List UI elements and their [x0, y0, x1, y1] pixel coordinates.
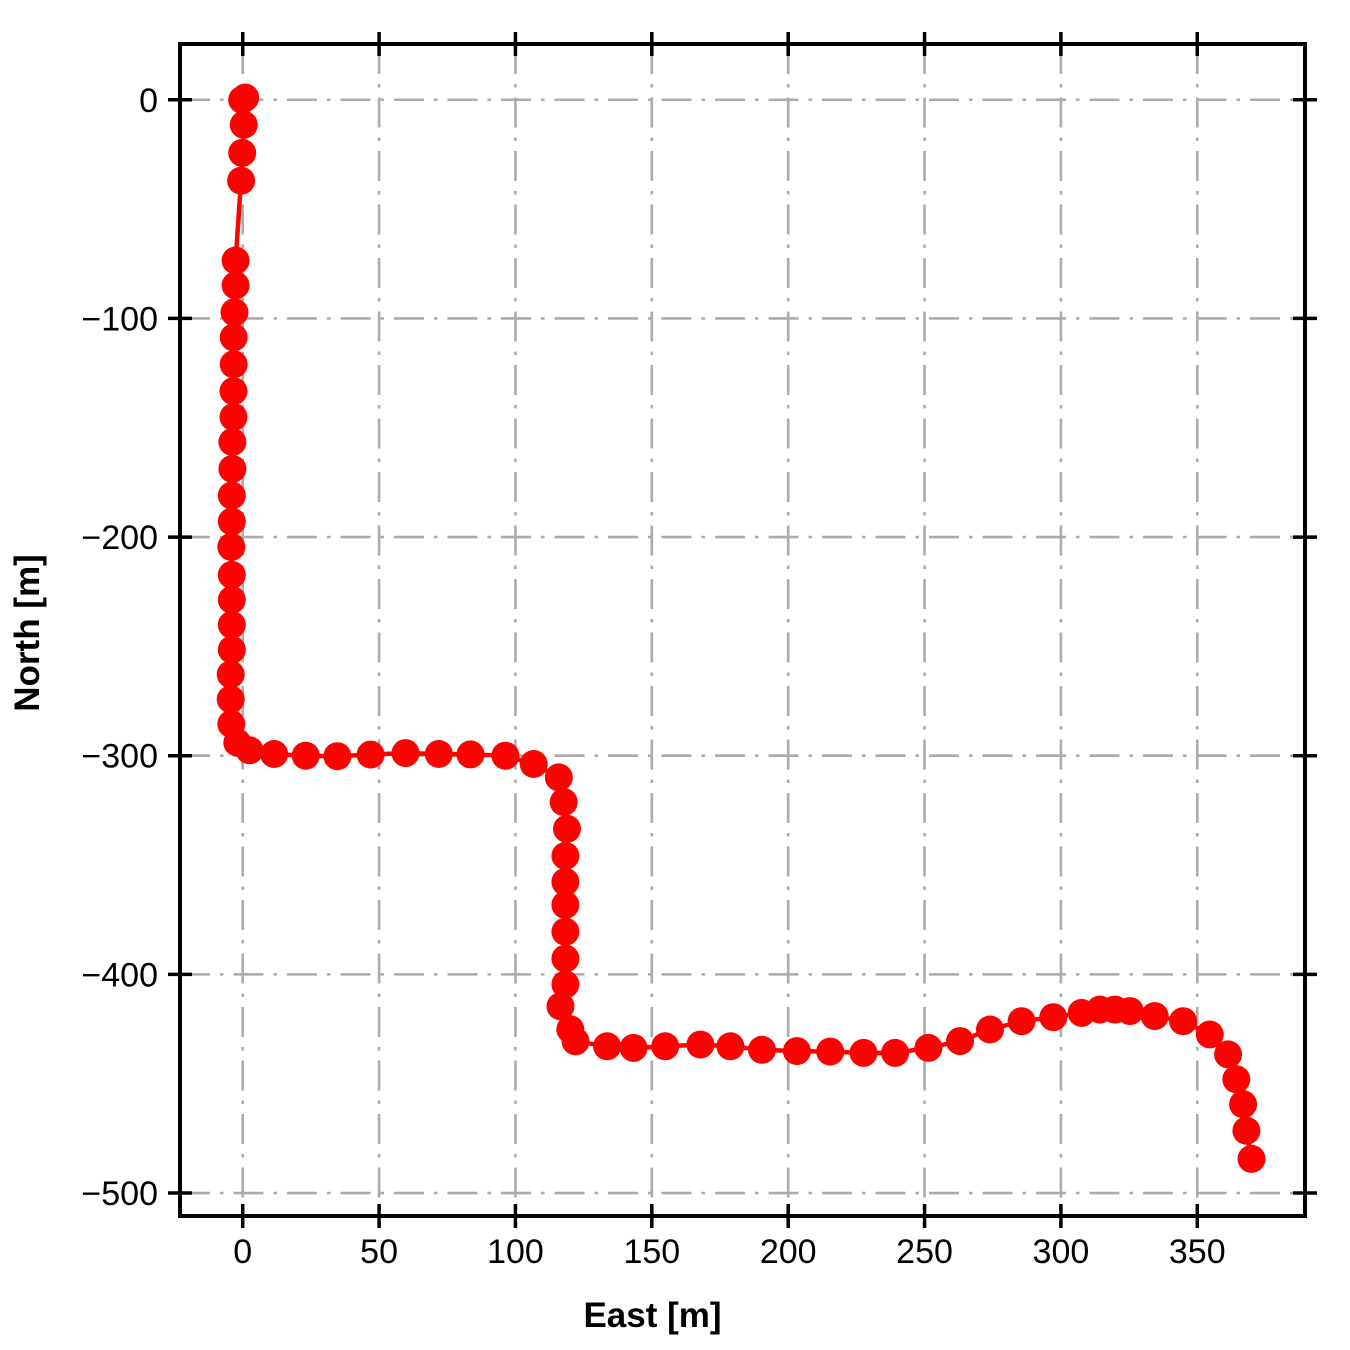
data-point-marker [1229, 1090, 1258, 1119]
data-point-marker [1237, 1144, 1266, 1173]
data-point-marker [748, 1035, 776, 1064]
data-point-marker [1222, 1065, 1251, 1094]
data-point-marker [551, 867, 580, 896]
data-point-marker [323, 742, 352, 771]
data-point-marker [1195, 1020, 1224, 1049]
data-point-marker [456, 740, 485, 769]
data-point-marker [216, 660, 245, 689]
data-point-marker [551, 841, 580, 870]
data-point-marker [1115, 997, 1144, 1026]
data-point-marker [551, 944, 580, 973]
y-tick-label: −100 [81, 300, 158, 338]
data-point-marker [217, 610, 246, 639]
data-point-marker [235, 736, 264, 765]
data-point-marker [1039, 1003, 1068, 1032]
data-point-marker [219, 377, 248, 406]
data-point-marker [217, 585, 246, 614]
data-point-marker [1007, 1007, 1036, 1036]
data-point-marker [221, 246, 250, 275]
data-point-marker [782, 1037, 811, 1066]
y-tick-label: −300 [81, 738, 158, 776]
data-point-marker [651, 1032, 680, 1061]
x-tick-label: 150 [623, 1233, 680, 1271]
data-point-marker [219, 323, 248, 352]
x-tick-label: 300 [1033, 1233, 1090, 1271]
data-point-marker [227, 166, 256, 195]
y-tick-labels: 0 −100 −200 −300 −400 −500 [81, 82, 158, 1213]
data-point-marker [593, 1032, 622, 1061]
data-point-marker [219, 350, 248, 379]
data-point-marker [549, 788, 578, 817]
plot-border [178, 42, 1307, 1218]
x-tick-labels: 0 50 100 150 200 250 300 350 [233, 1233, 1225, 1271]
data-point-marker [519, 750, 548, 778]
data-point-marker [217, 635, 246, 664]
data-point-marker [1214, 1040, 1243, 1069]
data-point-marker [228, 138, 257, 167]
data-point-marker [816, 1037, 845, 1066]
y-tick-label: 0 [139, 82, 158, 120]
data-point-marker [217, 481, 246, 510]
data-point-marker [260, 740, 289, 768]
data-point-marker [546, 992, 575, 1021]
x-tick-label: 350 [1169, 1233, 1226, 1271]
x-tick-label: 100 [487, 1233, 544, 1271]
y-axis-label: North [m] [8, 554, 47, 712]
data-point-marker [544, 763, 573, 792]
data-point-marker [391, 739, 420, 768]
data-point-marker [553, 814, 581, 843]
data-point-marker [1169, 1007, 1198, 1036]
data-point-marker [491, 741, 520, 770]
data-point-marker [619, 1033, 648, 1062]
data-point-marker [561, 1027, 590, 1056]
data-point-marker [228, 85, 257, 114]
x-axis-label: East [m] [583, 1296, 722, 1335]
data-point-marker [217, 532, 246, 561]
trajectory-points [216, 83, 1266, 1173]
data-point-marker [881, 1038, 910, 1067]
y-tick-label: −500 [81, 1175, 158, 1213]
data-point-marker [686, 1030, 715, 1059]
data-point-marker [220, 298, 249, 327]
data-point-marker [229, 110, 258, 139]
data-point-marker [356, 740, 385, 769]
x-tick-label: 250 [896, 1233, 953, 1271]
data-point-marker [849, 1038, 878, 1067]
data-point-marker [946, 1027, 974, 1056]
data-point-marker [716, 1032, 745, 1061]
data-point-marker [219, 403, 248, 431]
x-tick-label: 200 [760, 1233, 817, 1271]
data-point-marker [551, 970, 580, 999]
data-point-marker [551, 890, 580, 919]
data-point-marker [217, 560, 246, 589]
data-point-marker [217, 507, 246, 536]
data-point-marker [551, 917, 580, 946]
y-tick-label: −200 [81, 519, 158, 557]
data-point-marker [914, 1033, 943, 1062]
data-point-marker [218, 428, 247, 456]
data-point-marker [1140, 1002, 1169, 1031]
data-point-marker [1232, 1116, 1261, 1145]
data-point-marker [976, 1015, 1004, 1044]
data-point-marker [291, 741, 320, 770]
y-tick-label: −400 [81, 956, 158, 994]
data-point-marker [216, 685, 245, 714]
data-point-marker [424, 740, 453, 768]
data-point-marker [221, 271, 250, 300]
data-point-marker [218, 454, 247, 483]
x-tick-label: 50 [360, 1233, 398, 1271]
x-tick-label: 0 [233, 1233, 252, 1271]
